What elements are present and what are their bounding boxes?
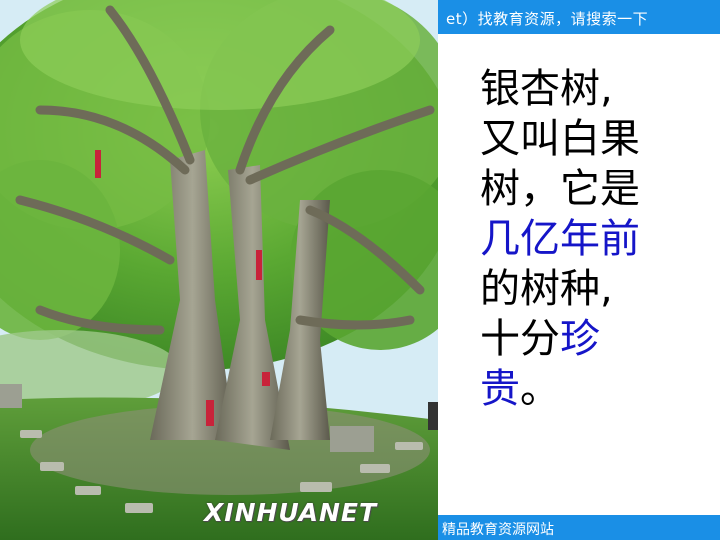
- top-banner-text: et）找教育资源，请搜索一下: [446, 10, 649, 28]
- slide-body-text: 银杏树, 又叫白果 树，它是 几亿年前 的树种, 十分珍 贵。: [480, 64, 680, 414]
- text-line-4-highlight: 几亿年前: [480, 216, 640, 262]
- text-line-1: 银杏树,: [480, 66, 613, 112]
- bottom-banner-text[interactable]: 精品教育资源网站: [442, 522, 554, 538]
- text-line-3: 树，它是: [480, 166, 640, 212]
- text-line-6: 十分珍: [480, 314, 680, 364]
- text-line-2: 又叫白果: [480, 116, 640, 162]
- bottom-banner: [438, 515, 720, 540]
- text-line-6-plain: 十分: [480, 316, 560, 362]
- text-line-7-plain: 。: [520, 366, 560, 412]
- xinhuanet-watermark: XINHUANET: [204, 498, 378, 527]
- top-banner: [438, 0, 720, 34]
- text-line-6-highlight: 珍: [560, 316, 600, 362]
- text-line-7-highlight: 贵: [480, 366, 520, 412]
- text-line-5: 的树种,: [480, 266, 613, 312]
- text-line-7: 贵。: [480, 364, 680, 414]
- ginkgo-tree-photo: XINHUANET: [0, 0, 438, 540]
